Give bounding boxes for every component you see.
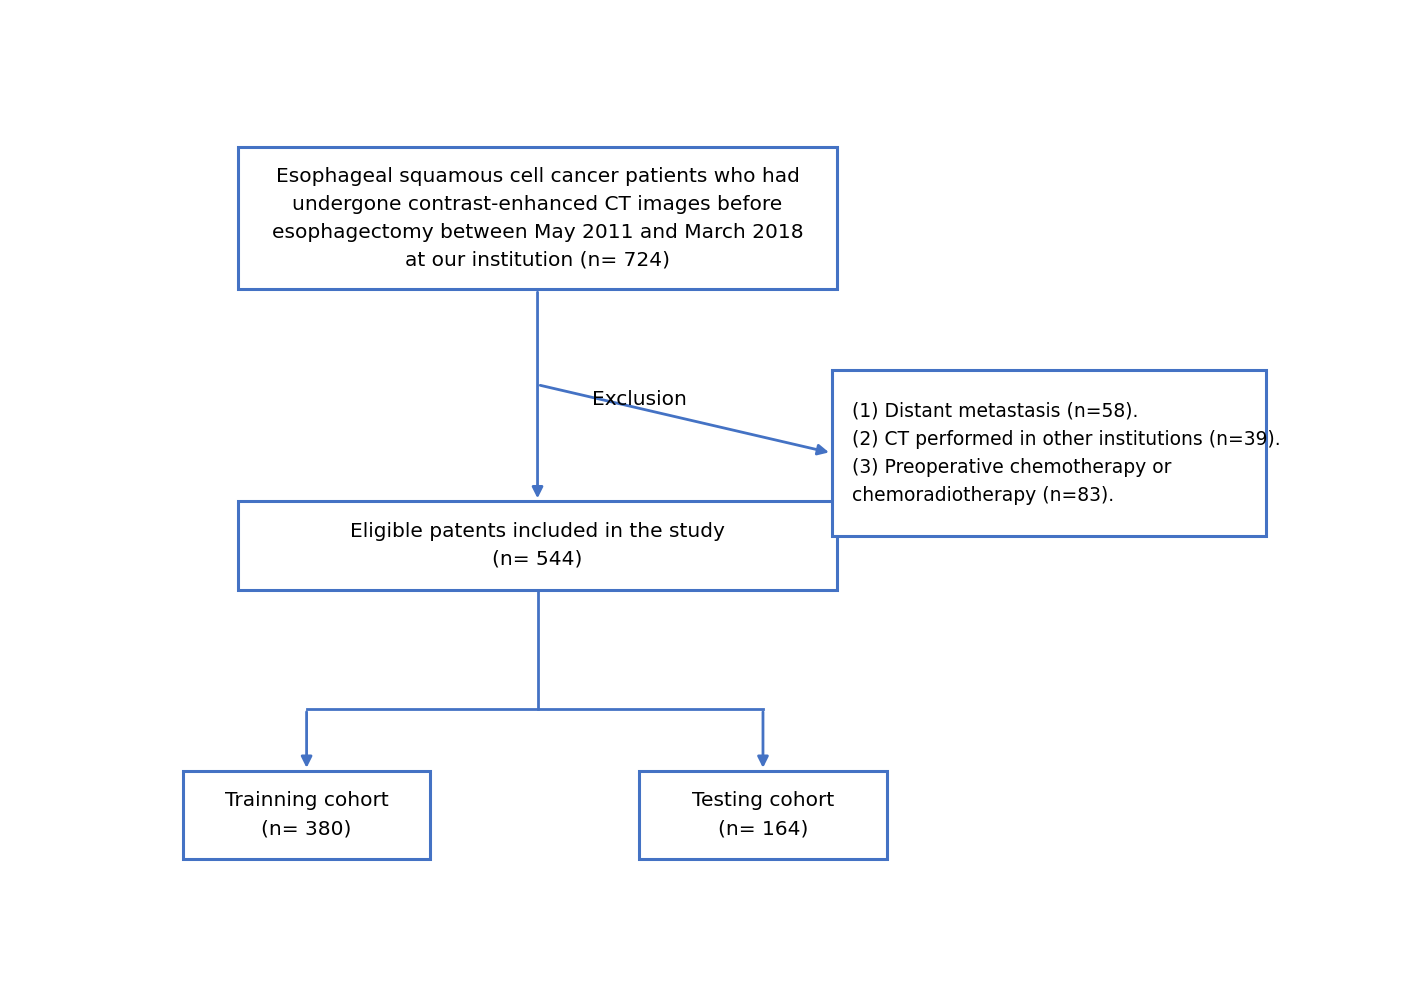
FancyBboxPatch shape: [832, 370, 1266, 536]
FancyBboxPatch shape: [238, 501, 837, 590]
Text: (1) Distant metastasis (n=58).
(2) CT performed in other institutions (n=39).
(3: (1) Distant metastasis (n=58). (2) CT pe…: [851, 402, 1280, 505]
FancyBboxPatch shape: [640, 771, 887, 859]
FancyBboxPatch shape: [238, 147, 837, 289]
FancyBboxPatch shape: [183, 771, 430, 859]
Text: Esophageal squamous cell cancer patients who had
undergone contrast-enhanced CT : Esophageal squamous cell cancer patients…: [271, 167, 803, 270]
Text: Eligible patents included in the study
(n= 544): Eligible patents included in the study (…: [350, 522, 725, 569]
Text: Exclusion: Exclusion: [592, 390, 687, 409]
Text: Trainning cohort
(n= 380): Trainning cohort (n= 380): [224, 791, 389, 838]
Text: Testing cohort
(n= 164): Testing cohort (n= 164): [692, 791, 834, 838]
